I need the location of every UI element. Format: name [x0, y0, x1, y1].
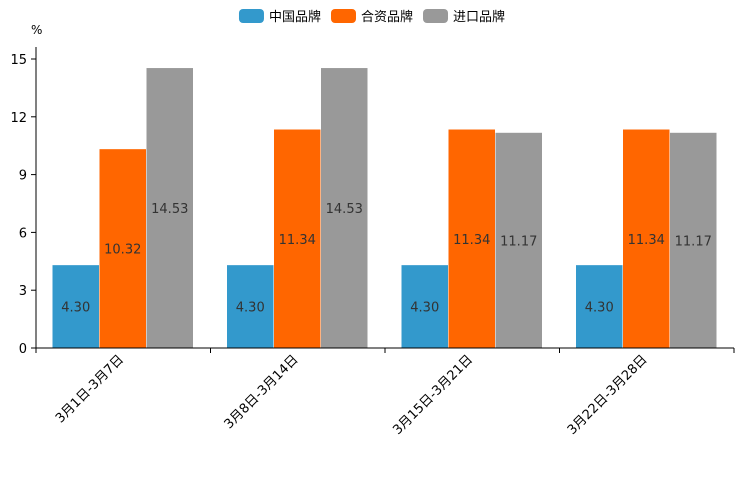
bar-3 — [495, 132, 542, 348]
bar-value-label: 11.34 — [453, 233, 490, 248]
bar-3 — [146, 68, 193, 349]
bar-value-label: 14.53 — [151, 202, 188, 217]
x-category-label: 3月22日-3月28日 — [565, 352, 651, 438]
y-tick-label: 12 — [10, 111, 27, 126]
bar-value-label: 11.34 — [628, 233, 665, 248]
y-axis: 0 3 6 9 12 15 — [10, 47, 37, 357]
bar-2 — [99, 149, 146, 348]
bar-1 — [227, 265, 274, 348]
legend-label[interactable]: 中国品牌 — [269, 9, 321, 25]
legend: 中国品牌 合资品牌 进口品牌 — [238, 9, 505, 25]
y-tick-label: 15 — [10, 53, 27, 68]
bar-1 — [576, 265, 623, 348]
bar-1 — [401, 265, 448, 348]
bar-value-label: 4.30 — [236, 301, 265, 316]
bar-3 — [670, 132, 717, 348]
x-axis: 3月1日-3月7日 3月8日-3月14日 3月15日-3月21日 3月22日-3月28… — [35, 347, 735, 438]
legend-swatch[interactable] — [330, 9, 356, 23]
y-tick-label: 6 — [19, 226, 27, 241]
bar-3 — [321, 68, 368, 349]
y-tick-label: 0 — [19, 342, 27, 357]
bar-1 — [52, 265, 99, 348]
bar-value-label: 11.34 — [279, 233, 316, 248]
y-axis-unit: % — [31, 23, 42, 37]
x-category-label: 3月1日-3月7日 — [53, 352, 127, 426]
bar-value-label: 4.30 — [585, 301, 614, 316]
bar-2 — [448, 129, 495, 348]
legend-label[interactable]: 合资品牌 — [361, 9, 413, 25]
legend-swatch[interactable] — [238, 9, 264, 23]
bar-2 — [274, 129, 321, 348]
y-tick-label: 3 — [19, 284, 27, 299]
bar-value-label: 4.30 — [61, 301, 90, 316]
bar-value-label: 11.17 — [500, 234, 537, 249]
y-tick-label: 9 — [19, 169, 27, 184]
plot-area: 4.30 4.30 4.30 4.30 10.32 11.34 11.34 11.34 14.5… — [52, 68, 717, 349]
legend-label[interactable]: 进口品牌 — [453, 9, 505, 25]
x-category-label: 3月8日-3月14日 — [222, 352, 302, 432]
bar-2 — [623, 129, 670, 348]
bar-value-label: 14.53 — [326, 202, 363, 217]
bar-value-label: 4.30 — [410, 301, 439, 316]
x-category-label: 3月15日-3月21日 — [390, 352, 476, 438]
bar-value-label: 10.32 — [104, 243, 141, 258]
legend-swatch[interactable] — [423, 9, 449, 23]
bar-value-label: 11.17 — [675, 234, 712, 249]
